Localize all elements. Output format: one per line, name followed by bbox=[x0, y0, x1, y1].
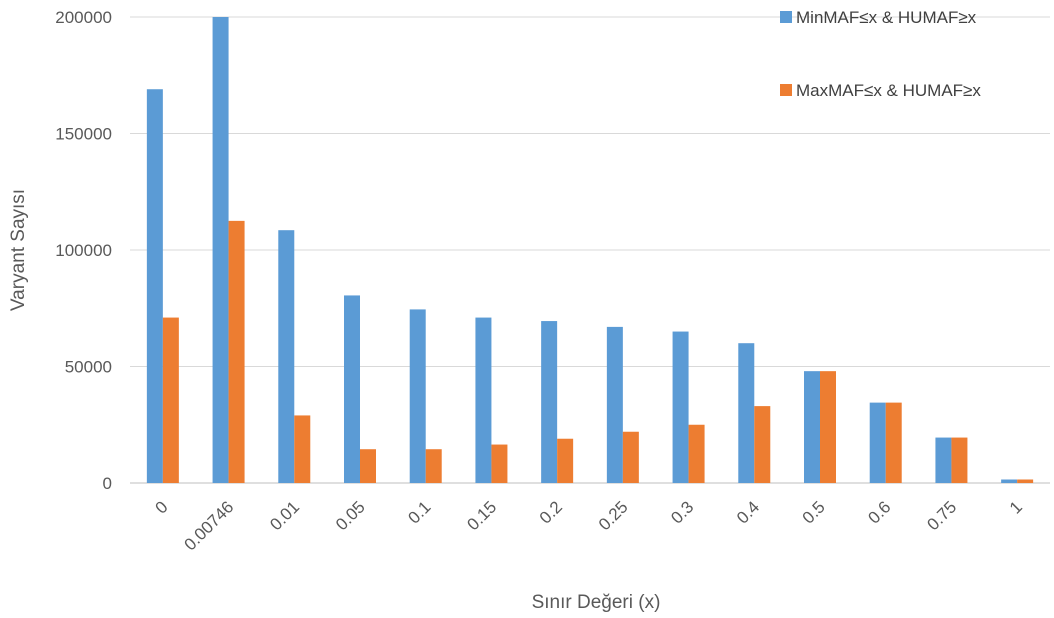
bar-series-2-0 bbox=[162, 317, 179, 483]
x-tick-label: 0.05 bbox=[332, 497, 369, 534]
bar-series-1-0.6 bbox=[869, 402, 886, 483]
y-tick-labels: 0 50000 100000 150000 200000 bbox=[55, 8, 112, 493]
x-tick-label: 0.25 bbox=[595, 497, 632, 534]
x-axis-title: Sınır Değeri (x) bbox=[532, 592, 661, 613]
x-tick-label: 0 bbox=[152, 497, 172, 517]
x-tick-label: 0.2 bbox=[536, 497, 566, 527]
bar-series-1-0.4 bbox=[738, 343, 755, 483]
bar-series-2-1 bbox=[1017, 479, 1034, 483]
x-tick-label: 0.1 bbox=[404, 497, 434, 527]
legend-swatch-series-1 bbox=[780, 11, 792, 23]
bar-series-2-0.1 bbox=[425, 449, 442, 483]
bar-series-1-0.25 bbox=[606, 326, 623, 483]
bar-series-1-1 bbox=[1001, 479, 1018, 483]
y-axis-title: Varyant Sayısı bbox=[8, 189, 29, 311]
x-tick-label: 0.01 bbox=[266, 497, 303, 534]
x-tick-label: 0.5 bbox=[799, 497, 829, 527]
x-tick-label: 0.75 bbox=[923, 497, 960, 534]
bar-series-2-0.05 bbox=[360, 449, 376, 483]
bar-series-1-0.00746 bbox=[212, 17, 229, 483]
y-tick-label: 200000 bbox=[55, 8, 112, 27]
y-tick-label: 100000 bbox=[55, 241, 112, 260]
legend-label-series-2: MaxMAF≤x & HUMAF≥x bbox=[796, 81, 981, 100]
bar-series-2-0.75 bbox=[951, 437, 968, 483]
bar-series-2-0.2 bbox=[557, 438, 574, 483]
x-tick-label: 0.15 bbox=[463, 497, 500, 534]
bar-series-1-0.2 bbox=[541, 321, 558, 483]
bar-series-1-0 bbox=[146, 89, 163, 483]
bar-series-2-0.25 bbox=[622, 431, 639, 483]
x-tick-labels: 0 0.00746 0.01 0.05 0.1 0.15 0.2 0.25 0.3 0.4 0.5 0… bbox=[152, 497, 1026, 554]
x-tick-label: 1 bbox=[1006, 497, 1026, 517]
bar-series-1-0.15 bbox=[475, 317, 492, 483]
bar-series-1-0.75 bbox=[935, 437, 952, 483]
bar-series-2-0.00746 bbox=[228, 220, 245, 483]
bars bbox=[146, 17, 1034, 483]
legend-swatch-series-2 bbox=[780, 84, 792, 96]
x-tick-label: 0.00746 bbox=[181, 497, 238, 554]
bar-series-1-0.1 bbox=[409, 309, 426, 483]
bar-series-1-0.05 bbox=[344, 295, 360, 483]
bar-series-2-0.3 bbox=[688, 424, 705, 483]
legend-label-series-1: MinMAF≤x & HUMAF≥x bbox=[796, 8, 977, 27]
legend: MinMAF≤x & HUMAF≥x MaxMAF≤x & HUMAF≥x bbox=[780, 8, 981, 100]
y-tick-label: 150000 bbox=[55, 125, 112, 144]
bar-series-2-0.15 bbox=[491, 444, 508, 483]
x-tick-label: 0.6 bbox=[864, 497, 894, 527]
x-tick-label: 0.3 bbox=[667, 497, 697, 527]
x-tick-label: 0.4 bbox=[733, 497, 763, 527]
bar-series-2-0.5 bbox=[820, 371, 836, 483]
bar-series-1-0.3 bbox=[672, 331, 689, 483]
bar-series-2-0.4 bbox=[754, 406, 771, 483]
y-tick-label: 0 bbox=[103, 474, 112, 493]
y-tick-label: 50000 bbox=[65, 358, 112, 377]
bar-series-2-0.6 bbox=[885, 402, 902, 483]
bar-series-1-0.01 bbox=[278, 230, 295, 483]
bar-series-2-0.01 bbox=[294, 415, 311, 483]
bar-series-1-0.5 bbox=[804, 371, 820, 483]
